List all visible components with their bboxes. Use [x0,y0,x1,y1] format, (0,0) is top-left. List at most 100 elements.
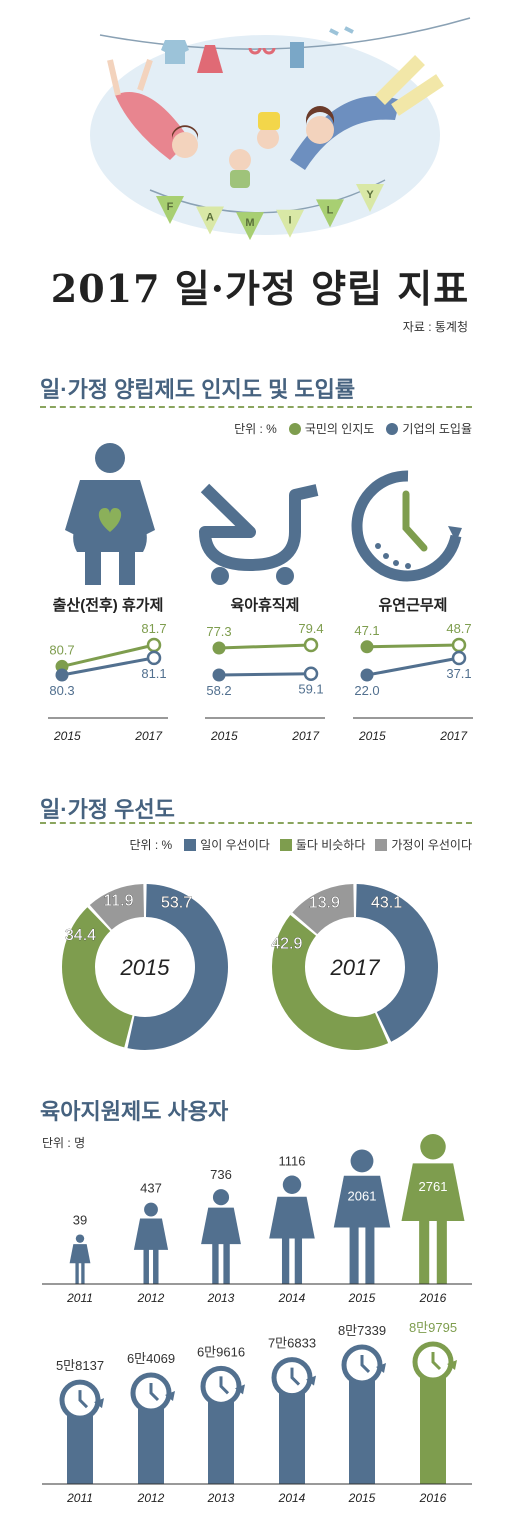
banner-flag [316,199,344,228]
donut-slice [61,907,133,1048]
awareness-unit: 단위 : % [234,422,277,436]
legend-label-adoption: 기업의 도입율 [402,422,472,436]
banner-letter: M [245,217,254,229]
person-leg [75,1262,79,1284]
clock-arrow-icon [306,1375,316,1386]
legend-swatch-both [279,838,292,851]
point-2017 [146,637,162,653]
x-tick-label: 2017 [134,729,163,743]
x-tick-label: 2017 [439,729,468,743]
series-line [218,643,312,650]
clock-arrow-icon [165,1390,175,1401]
legend-swatch-work [184,838,197,851]
banner-flag [276,209,304,238]
priority-unit: 단위 : % [129,838,173,852]
clock-hands-icon [219,1376,230,1395]
value-label-2017: 48.7 [446,621,471,636]
bar-value-label: 7만6833 [268,1336,316,1351]
bar-value-label: 39 [73,1212,87,1227]
person-leg [143,1248,149,1284]
source-note: 자료 : 통계청 [402,320,468,334]
bar-value-label: 8만7339 [338,1323,386,1338]
person-leg [436,1218,447,1284]
point-2017 [146,650,162,666]
donut-center-label: 2017 [330,955,381,980]
point-2015 [360,640,374,654]
awareness-legend: 단위 : % 국민의 인지도 기업의 도입율 [234,420,472,437]
legend-swatch-blue [386,422,399,435]
value-label-2017: 59.1 [298,682,323,697]
donut-slice [355,884,438,1042]
bar-value-label: 437 [140,1181,162,1196]
value-label-2015: 58.2 [206,683,231,698]
panel-title: 육아휴직제 [230,596,299,614]
legend-swatch-family [375,838,388,851]
person-leg [212,1242,219,1284]
bar-value-label: 8만9795 [409,1320,457,1335]
slice-value-label: 34.4 [65,927,96,944]
priority-divider [40,822,472,824]
person-leg [153,1248,159,1284]
legend-swatch-green [288,422,301,435]
donut-slice [272,915,389,1050]
x-tick-label: 2016 [419,1491,447,1505]
person-leg [349,1224,359,1284]
point-2015 [360,668,374,682]
point-2017 [303,637,319,653]
banner-letter: Y [366,189,374,201]
person-head [144,1202,158,1217]
person-leg [223,1242,230,1284]
family-banner: F A M I L Y [156,184,384,241]
person-leg [365,1224,375,1284]
banner-flag [196,206,224,235]
priority-donut-charts: 53.7 34.4 11.9 2015 43.1 42.9 13.9 2017 [61,884,438,1050]
person-leg [281,1236,290,1284]
slice-value-label: 42.9 [271,935,302,952]
value-label-2015: 47.1 [354,623,379,638]
clock-hands-icon [290,1367,301,1386]
bar-value-label: 5만8137 [56,1358,104,1373]
childcare-unit: 단위 : 명 [42,1136,86,1150]
point-2015 [55,668,69,682]
value-label-2017: 81.1 [141,666,166,681]
awareness-section-title: 일·가정 양립제도 인지도 및 도입률 [40,377,356,402]
clock-hands-icon [431,1352,442,1371]
childcare-clock-bar-chart: 5만8137 6만4069 6만9616 7만6833 8만7339 8만9795 2011… [42,1320,472,1505]
donut-center-label: 2015 [120,955,171,980]
x-tick-label: 2013 [207,1491,235,1505]
slice-value-label: 11.9 [104,893,134,910]
x-tick-label: 2016 [419,1291,447,1305]
x-tick-label: 2015 [348,1491,376,1505]
person-figure [201,1189,241,1284]
awareness-line-charts: 출산(전후) 휴가제 80.7 81.7 80.3 81.1 2015 2017 육아휴직제 7… [48,596,473,743]
legend-label-awareness: 국민의 인지도 [304,422,375,436]
panel-title: 유연근무제 [378,597,447,614]
value-label-2015: 22.0 [354,683,379,698]
childcare-section-title: 육아지원제도 사용자 [40,1099,229,1124]
x-tick-label: 2011 [66,1291,93,1305]
series-line [61,643,155,668]
slice-value-label: 43.1 [371,895,402,912]
donut-slice [89,884,145,930]
priority-section-title: 일·가정 우선도 [40,797,175,822]
x-tick-label: 2012 [137,1491,165,1505]
person-body [69,1244,91,1264]
series-line [218,672,312,677]
person-body [269,1196,315,1239]
childcare-people-chart: 39 437 736 1116 2061 2761 2011 2012 2013 2014 2015… [42,1134,472,1305]
stroller-icon [199,483,319,585]
x-tick-label: 2017 [291,729,320,743]
legend-label-both: 둘다 비슷하다 [295,838,366,852]
clock-arrow-icon [235,1384,245,1395]
donut-slice [292,884,355,935]
clock-hands-icon [149,1382,160,1402]
banner-letter: A [206,212,214,224]
clock-icon [351,470,462,582]
person-head [282,1175,302,1194]
person-figure [69,1234,91,1284]
value-label-2015: 80.3 [49,683,74,698]
banner-letter: I [288,215,291,227]
clock-arrow-icon [94,1398,104,1409]
bar-value-label: 2761 [419,1179,448,1194]
person-leg [294,1236,303,1284]
